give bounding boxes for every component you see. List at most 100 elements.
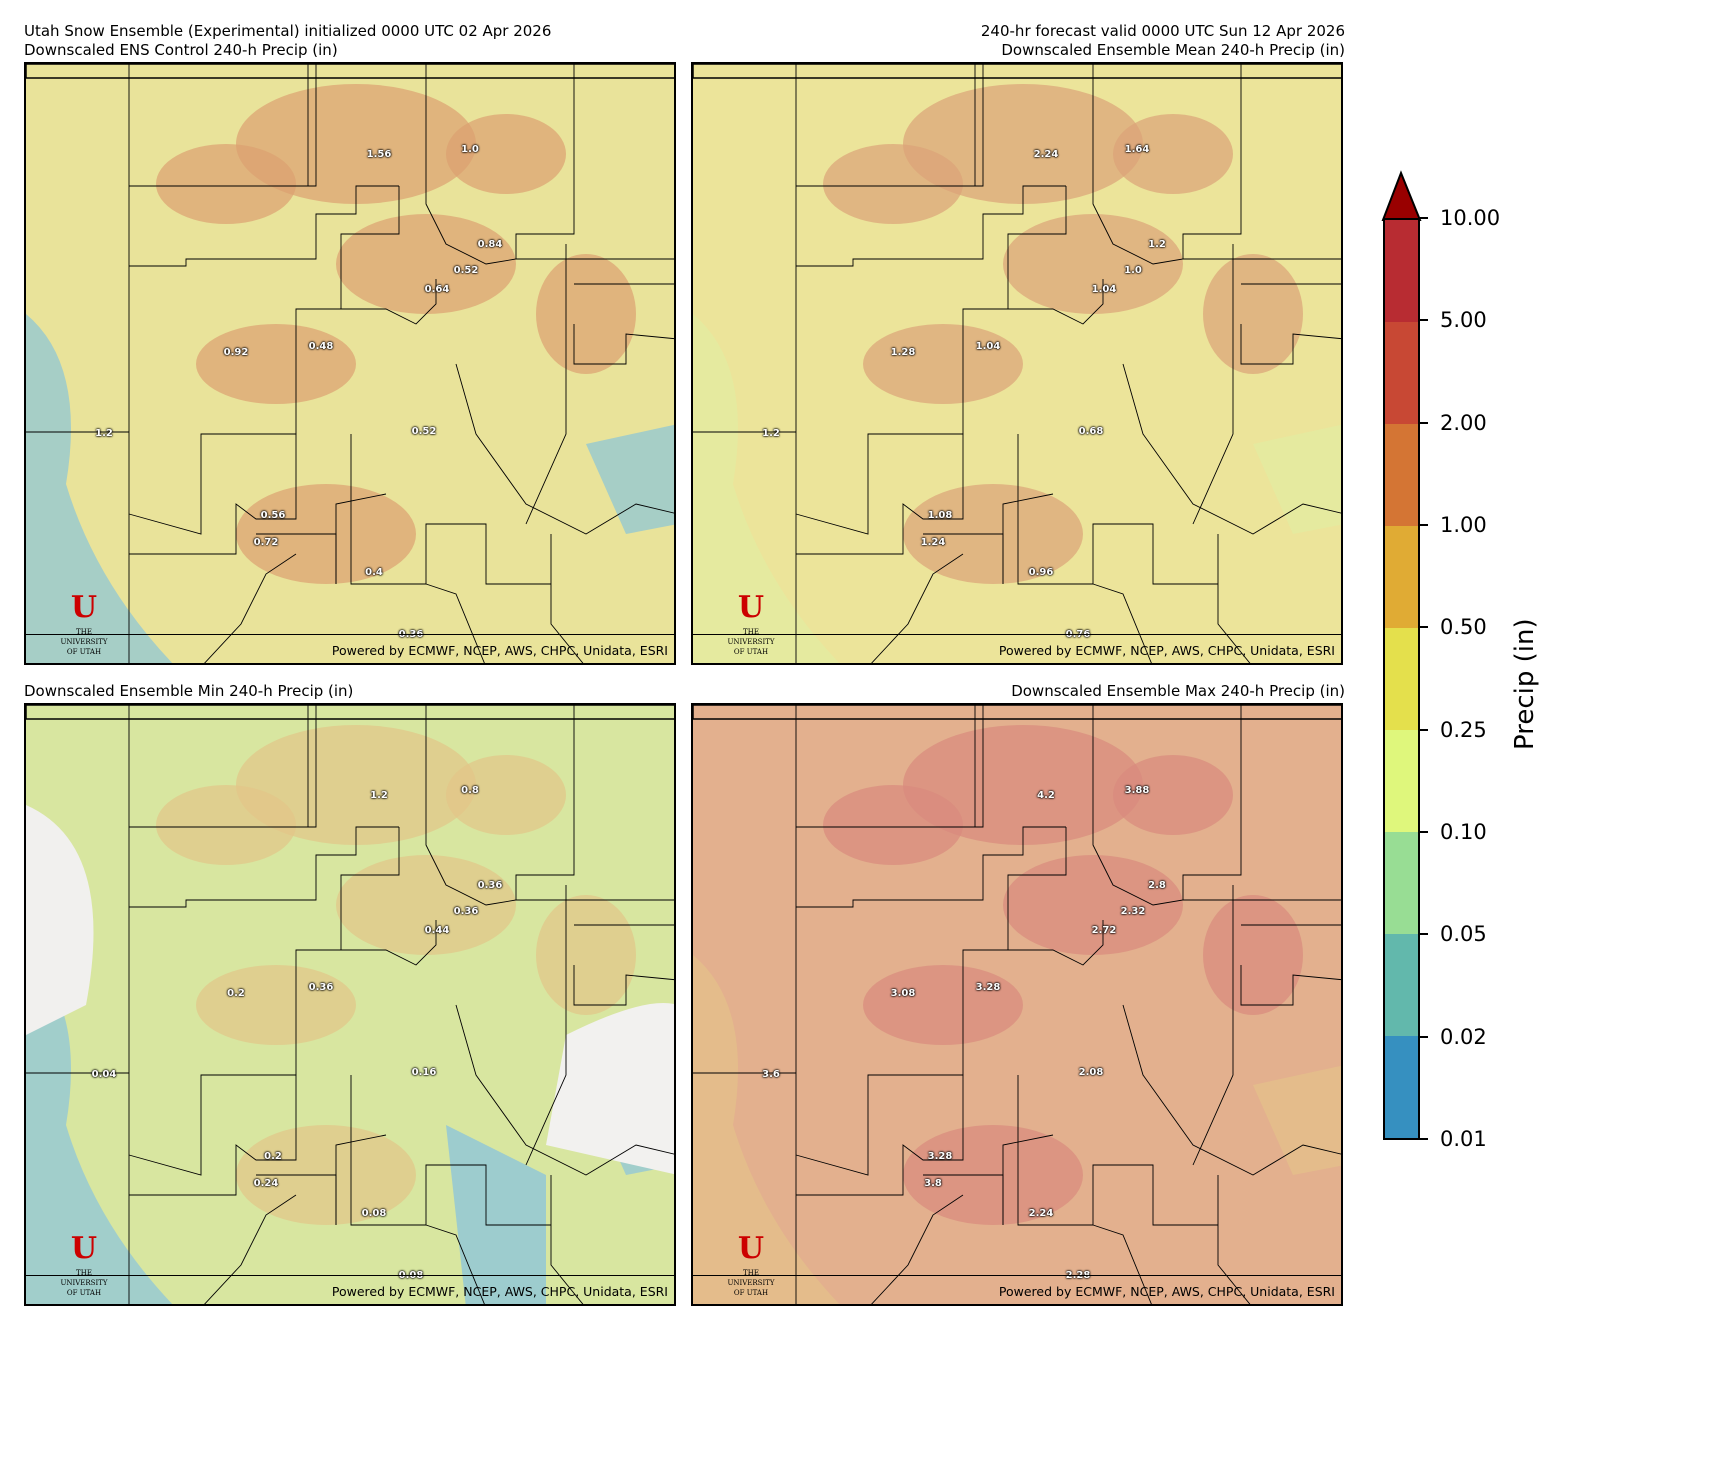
boundary-line bbox=[796, 1074, 964, 1196]
point-value-label: 0.68 bbox=[1078, 426, 1104, 437]
panel-title-min: Downscaled Ensemble Min 240-h Precip (in… bbox=[24, 682, 354, 700]
boundary-line bbox=[1217, 534, 1251, 663]
logo-letter: U bbox=[70, 590, 98, 625]
point-value-label: 1.2 bbox=[95, 428, 113, 439]
point-value-label: 1.2 bbox=[370, 790, 388, 801]
map-control: 1.56 1.0 0.84 0.52 0.64 0.92 0.48 1.2 0.52 0.56 0.… bbox=[24, 62, 676, 665]
colorbar-tick bbox=[1420, 217, 1428, 219]
logo-line: UNIVERSITY bbox=[60, 638, 108, 646]
logo-line: UNIVERSITY bbox=[727, 638, 775, 646]
credit-text: Powered by ECMWF, NCEP, AWS, CHPC, Unida… bbox=[331, 1284, 668, 1299]
colorbar-tick-label: 1.00 bbox=[1440, 513, 1487, 537]
point-value-label: 0.24 bbox=[253, 1178, 279, 1189]
boundary-line bbox=[1217, 1175, 1251, 1304]
logo-line: OF UTAH bbox=[733, 648, 769, 656]
point-value-label: 0.4 bbox=[365, 567, 383, 578]
point-value-label: 2.24 bbox=[1033, 149, 1059, 160]
point-value-label: 1.64 bbox=[1124, 144, 1150, 155]
credit-text: Powered by ECMWF, NCEP, AWS, CHPC, Unida… bbox=[998, 1284, 1335, 1299]
point-value-label: 2.8 bbox=[1148, 880, 1166, 891]
boundary-line bbox=[550, 534, 584, 663]
boundary-line bbox=[796, 705, 984, 828]
point-value-label: 0.92 bbox=[223, 347, 249, 358]
boundary-line bbox=[796, 433, 964, 555]
point-value-label: 2.24 bbox=[1028, 1208, 1054, 1219]
boundary-line bbox=[129, 185, 399, 267]
boundary-line bbox=[129, 826, 399, 908]
boundary-line bbox=[1092, 64, 1242, 265]
colorbar-tick-label: 2.00 bbox=[1440, 410, 1487, 435]
point-value-label: 0.72 bbox=[253, 537, 279, 548]
colorbar-tick bbox=[1420, 1035, 1428, 1038]
colorbar-tick-label: 10.00 bbox=[1440, 206, 1501, 230]
colorbar-tick-label: 5.00 bbox=[1440, 308, 1487, 333]
logo-letter: U bbox=[737, 1231, 765, 1266]
point-value-label: 0.2 bbox=[264, 1151, 282, 1162]
point-value-label: 0.52 bbox=[411, 426, 437, 437]
boundary-line bbox=[1017, 434, 1218, 585]
point-value-label: 0.56 bbox=[260, 510, 286, 521]
point-value-label: 0.08 bbox=[361, 1208, 387, 1219]
colorbar bbox=[1383, 218, 1420, 1140]
boundary-line bbox=[425, 1224, 485, 1304]
boundary-line bbox=[425, 705, 575, 906]
boundary-line bbox=[129, 1074, 297, 1196]
point-value-label: 1.0 bbox=[1124, 265, 1142, 276]
point-value-label: 1.0 bbox=[461, 144, 479, 155]
boundary-line bbox=[425, 583, 485, 663]
boundary-line bbox=[871, 553, 964, 663]
point-value-label: 0.04 bbox=[91, 1069, 117, 1080]
map-mean: 2.24 1.64 1.2 1.0 1.04 1.28 1.04 1.2 0.68 1.08 1.2… bbox=[691, 62, 1343, 665]
logo-line: THE bbox=[743, 1269, 759, 1277]
credit-bar: Powered by ECMWF, NCEP, AWS, CHPC, Unida… bbox=[693, 634, 1341, 663]
boundary-line bbox=[350, 1075, 551, 1226]
colorbar-tick bbox=[1420, 728, 1428, 731]
boundary-line bbox=[1192, 885, 1234, 1166]
point-value-label: 1.2 bbox=[1148, 239, 1166, 250]
logo-line: THE bbox=[76, 1269, 92, 1277]
point-value-label: 2.32 bbox=[1120, 906, 1146, 917]
colorbar-tick bbox=[1420, 524, 1428, 526]
boundary-line bbox=[1002, 1134, 1054, 1225]
boundary-line bbox=[1240, 965, 1341, 1006]
point-value-label: 1.08 bbox=[927, 510, 953, 521]
point-value-label: 1.04 bbox=[1091, 284, 1117, 295]
logo-line: UNIVERSITY bbox=[60, 1279, 108, 1287]
boundary-line bbox=[1008, 279, 1104, 325]
point-value-label: 3.08 bbox=[890, 988, 916, 999]
logo-line: UNIVERSITY bbox=[727, 1279, 775, 1287]
boundary-line bbox=[525, 244, 567, 525]
point-value-label: 0.96 bbox=[1028, 567, 1054, 578]
boundary-line bbox=[796, 185, 1066, 267]
colorbar-tick-label: 0.01 bbox=[1440, 1127, 1487, 1151]
boundary-line bbox=[525, 885, 567, 1166]
point-value-label: 0.2 bbox=[227, 988, 245, 999]
point-value-label: 2.08 bbox=[1078, 1067, 1104, 1078]
boundary-line bbox=[550, 1175, 584, 1304]
logo-letter: U bbox=[737, 590, 765, 625]
colorbar-segment bbox=[1385, 832, 1418, 934]
map-canvas bbox=[693, 64, 1341, 663]
point-value-label: 4.2 bbox=[1037, 790, 1055, 801]
boundary-line bbox=[129, 705, 317, 828]
university-of-utah-logo: U THE UNIVERSITY OF UTAH bbox=[723, 1230, 779, 1298]
point-value-label: 2.72 bbox=[1091, 925, 1117, 936]
point-value-label: 0.36 bbox=[477, 880, 503, 891]
colorbar-tick-label: 0.50 bbox=[1440, 615, 1487, 640]
credit-text: Powered by ECMWF, NCEP, AWS, CHPC, Unida… bbox=[331, 643, 668, 658]
point-value-label: 0.64 bbox=[424, 284, 450, 295]
boundary-line bbox=[1192, 244, 1234, 525]
boundary-line bbox=[335, 493, 387, 584]
point-value-label: 0.16 bbox=[411, 1067, 437, 1078]
colorbar-tick bbox=[1420, 831, 1428, 833]
boundary-line bbox=[128, 827, 400, 1176]
colorbar-tick-label: 0.02 bbox=[1440, 1024, 1487, 1049]
point-value-label: 1.24 bbox=[920, 537, 946, 548]
university-of-utah-logo: U THE UNIVERSITY OF UTAH bbox=[56, 589, 112, 657]
logo-line: OF UTAH bbox=[66, 1289, 102, 1297]
boundary-line bbox=[129, 433, 297, 555]
point-value-label: 3.28 bbox=[927, 1151, 953, 1162]
point-value-label: 3.8 bbox=[924, 1178, 942, 1189]
point-value-label: 0.52 bbox=[453, 265, 479, 276]
boundary-line bbox=[335, 1134, 387, 1225]
